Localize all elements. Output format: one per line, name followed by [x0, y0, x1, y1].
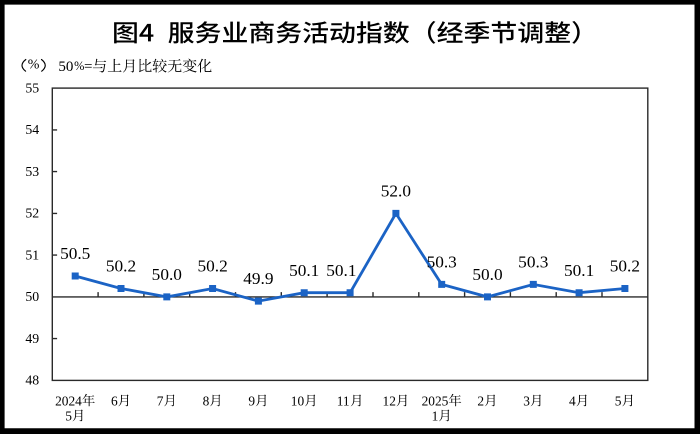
svg-text:49.9: 49.9: [243, 269, 273, 288]
svg-text:54: 54: [25, 122, 39, 137]
svg-text:50.2: 50.2: [610, 257, 640, 276]
svg-text:52: 52: [25, 206, 39, 221]
svg-text:1: 1: [432, 408, 439, 423]
svg-text:11: 11: [337, 393, 350, 408]
svg-text:7: 7: [157, 393, 164, 408]
svg-text:50.1: 50.1: [289, 261, 319, 280]
svg-text:50: 50: [58, 59, 73, 75]
svg-text:50.0: 50.0: [152, 265, 182, 284]
svg-text:50.0: 50.0: [472, 265, 502, 284]
svg-text:%: %: [28, 57, 40, 72]
svg-text:51: 51: [25, 247, 39, 262]
svg-text:12: 12: [383, 393, 396, 408]
svg-text:3: 3: [523, 393, 530, 408]
svg-text:=: =: [84, 59, 92, 75]
svg-text:%: %: [74, 59, 84, 73]
svg-text:53: 53: [25, 164, 39, 179]
svg-text:50.2: 50.2: [106, 257, 136, 276]
svg-text:8: 8: [203, 393, 210, 408]
svg-text:55: 55: [25, 80, 39, 95]
svg-text:50.1: 50.1: [326, 261, 356, 280]
svg-text:4: 4: [569, 393, 576, 408]
svg-text:52.0: 52.0: [381, 182, 411, 201]
svg-text:10: 10: [291, 393, 305, 408]
svg-text:50.5: 50.5: [60, 244, 90, 263]
svg-text:49: 49: [25, 331, 39, 346]
svg-text:50: 50: [25, 289, 39, 304]
svg-text:48: 48: [25, 373, 39, 388]
svg-text:9: 9: [248, 393, 255, 408]
svg-text:5: 5: [615, 393, 622, 408]
svg-text:5: 5: [65, 408, 72, 423]
svg-text:6: 6: [111, 393, 118, 408]
svg-text:2: 2: [477, 393, 484, 408]
svg-text:50.2: 50.2: [197, 257, 227, 276]
svg-text:2024: 2024: [55, 393, 82, 408]
svg-text:50.3: 50.3: [427, 253, 457, 272]
svg-text:50.3: 50.3: [518, 253, 548, 272]
svg-text:50.1: 50.1: [564, 261, 594, 280]
svg-text:2025: 2025: [422, 393, 449, 408]
